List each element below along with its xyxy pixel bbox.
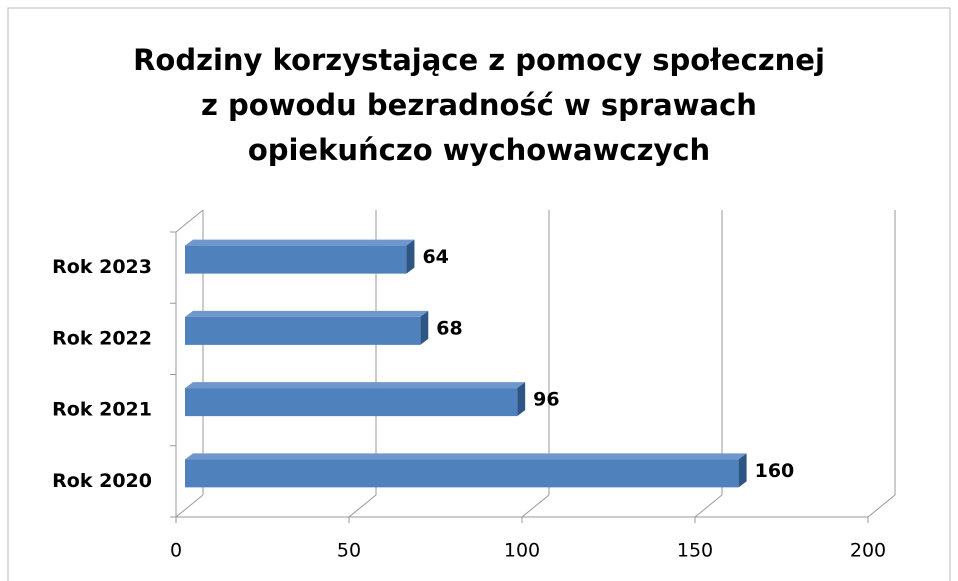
bar xyxy=(185,459,739,488)
grid-line xyxy=(175,494,204,518)
bar xyxy=(185,388,518,417)
y-tick-label: Rok 2022 xyxy=(52,327,152,349)
bar xyxy=(185,316,421,345)
x-tick-label: 50 xyxy=(337,540,361,562)
x-tick-label: 200 xyxy=(850,540,886,562)
data-label: 68 xyxy=(436,317,462,339)
axis-line xyxy=(175,209,204,233)
bar-top xyxy=(185,382,526,389)
grid-line xyxy=(867,494,896,518)
data-label: 160 xyxy=(755,460,795,482)
y-tick-label: Rok 2023 xyxy=(52,256,152,278)
bar xyxy=(185,245,407,274)
grid-line xyxy=(348,494,377,518)
bar-top xyxy=(185,239,415,246)
x-tick-label: 100 xyxy=(504,540,540,562)
chart-title: Rodziny korzystające z pomocy społecznej… xyxy=(133,43,825,167)
x-tick-label: 0 xyxy=(170,540,182,562)
y-tick-label: Rok 2021 xyxy=(52,399,152,421)
bar-side xyxy=(406,239,415,274)
chart-border xyxy=(7,7,951,581)
grid-line xyxy=(694,494,723,518)
grid-line xyxy=(521,494,550,518)
bar-side xyxy=(420,310,429,345)
bar-top xyxy=(185,453,747,460)
bar-side xyxy=(517,382,526,417)
data-label: 64 xyxy=(422,246,448,268)
data-label: 96 xyxy=(533,389,559,411)
bar-top xyxy=(185,310,429,317)
x-tick-label: 150 xyxy=(677,540,713,562)
bar-side xyxy=(738,453,747,488)
y-tick-label: Rok 2020 xyxy=(52,470,152,492)
